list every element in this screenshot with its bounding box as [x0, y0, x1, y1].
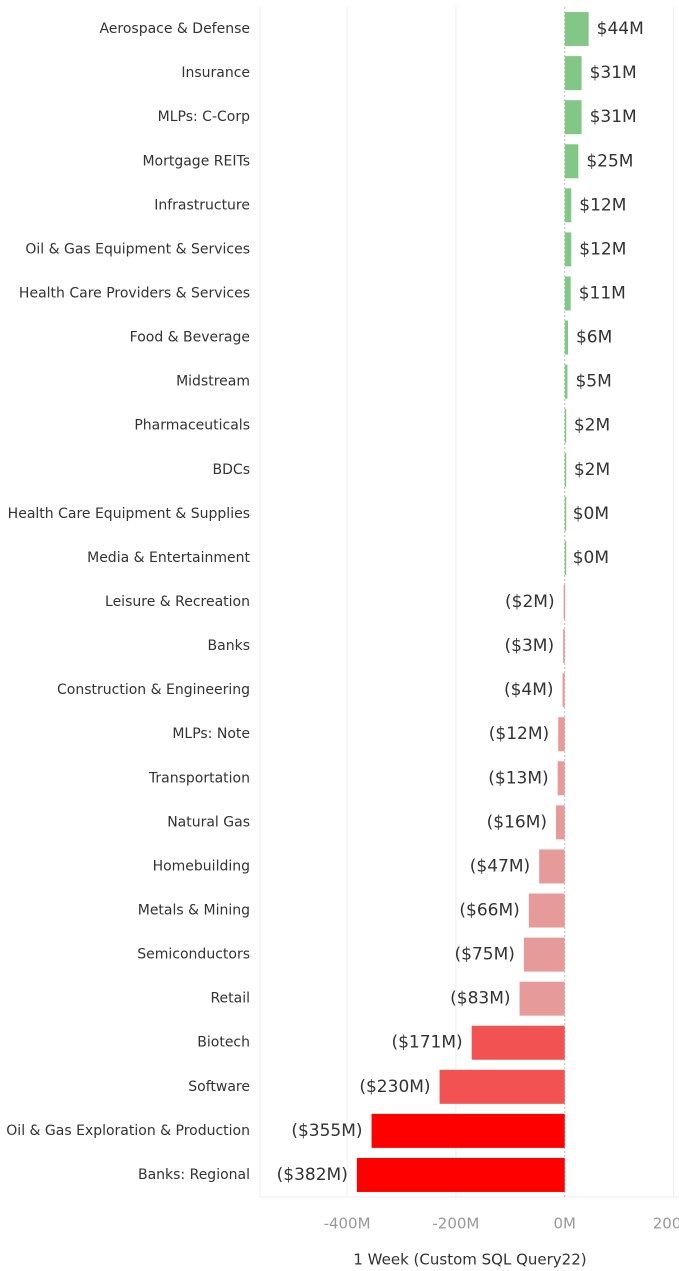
value-label: ($171M) — [391, 1033, 462, 1053]
bar — [564, 12, 589, 47]
bar — [564, 364, 568, 399]
bar — [564, 100, 582, 135]
y-tick-label: Health Care Equipment & Supplies — [8, 506, 250, 522]
bar — [519, 981, 565, 1016]
y-tick-label: Mortgage REITs — [142, 153, 250, 169]
y-tick-label: MLPs: C-Corp — [158, 109, 250, 125]
x-axis-title: 1 Week (Custom SQL Query22) — [353, 1251, 586, 1269]
value-label: ($13M) — [488, 768, 548, 788]
bar — [564, 540, 567, 575]
value-label: ($16M) — [487, 812, 547, 832]
value-label: ($3M) — [505, 636, 555, 656]
bar — [564, 452, 567, 487]
y-tick-label: Insurance — [181, 65, 250, 81]
bar — [471, 1025, 565, 1060]
bar — [564, 408, 567, 443]
y-tick-label: Natural Gas — [167, 814, 250, 830]
y-tick-label: Oil & Gas Equipment & Services — [25, 241, 250, 257]
value-label: $11M — [579, 283, 626, 303]
value-label: $44M — [597, 19, 644, 39]
value-label: ($66M) — [459, 901, 519, 921]
value-label: ($355M) — [291, 1121, 362, 1141]
x-tick-label: -400M — [324, 1215, 371, 1233]
y-tick-label: MLPs: Note — [172, 726, 250, 742]
y-tick-label: Leisure & Recreation — [105, 594, 250, 610]
bar — [523, 937, 565, 972]
y-tick-label: Media & Entertainment — [87, 550, 250, 566]
y-tick-label: Semiconductors — [137, 947, 250, 963]
value-label: $12M — [579, 195, 626, 215]
y-tick-label: Biotech — [197, 1035, 250, 1051]
bar — [564, 496, 567, 531]
bar — [557, 761, 565, 796]
y-tick-label: Banks: Regional — [138, 1167, 250, 1183]
bar — [564, 276, 571, 311]
value-label: $31M — [590, 63, 637, 83]
value-label: $6M — [576, 328, 612, 348]
bar — [556, 805, 565, 840]
value-label: ($2M) — [505, 592, 555, 612]
value-label: ($83M) — [450, 989, 510, 1009]
y-tick-label: Transportation — [148, 770, 250, 786]
x-tick-label: 200M — [653, 1215, 679, 1233]
bar — [562, 673, 565, 708]
bar — [439, 1069, 565, 1104]
value-label: ($230M) — [359, 1077, 430, 1097]
bar — [564, 56, 582, 91]
y-tick-label: Health Care Providers & Services — [19, 285, 250, 301]
value-label: $31M — [590, 107, 637, 127]
y-tick-label: Infrastructure — [154, 197, 250, 213]
value-label: ($382M) — [277, 1165, 348, 1185]
value-label: ($4M) — [504, 680, 554, 700]
bar — [528, 893, 565, 928]
y-tick-label: Midstream — [176, 374, 250, 390]
bar — [564, 188, 572, 223]
y-tick-label: Construction & Engineering — [57, 682, 250, 698]
value-label: $0M — [573, 504, 609, 524]
bar — [563, 585, 566, 619]
value-label: $0M — [573, 548, 609, 568]
y-tick-label: Metals & Mining — [138, 903, 250, 919]
value-label: ($12M) — [489, 724, 549, 744]
y-tick-label: Pharmaceuticals — [134, 418, 250, 434]
value-label: $2M — [574, 416, 610, 436]
y-tick-label: Banks — [208, 638, 250, 654]
value-label: $25M — [586, 151, 633, 171]
bar — [564, 232, 572, 267]
bar — [558, 717, 565, 752]
value-label: $12M — [579, 239, 626, 259]
y-tick-label: Aerospace & Defense — [99, 21, 250, 37]
value-label: ($47M) — [470, 856, 530, 876]
bar — [564, 144, 579, 179]
y-tick-label: Homebuilding — [153, 858, 250, 874]
bar — [356, 1157, 565, 1192]
value-label: $2M — [574, 460, 610, 480]
y-tick-label: Software — [188, 1079, 250, 1095]
x-tick-label: 0M — [553, 1215, 576, 1233]
value-label: $5M — [575, 372, 611, 392]
y-tick-label: Oil & Gas Exploration & Production — [6, 1123, 250, 1139]
bar — [371, 1113, 565, 1148]
bar — [563, 629, 565, 664]
y-tick-label: BDCs — [213, 462, 250, 478]
bar — [539, 849, 565, 884]
y-tick-label: Retail — [210, 991, 250, 1007]
y-tick-label: Food & Beverage — [130, 330, 250, 346]
bar — [564, 320, 568, 355]
value-label: ($75M) — [455, 945, 515, 965]
x-tick-label: -200M — [432, 1215, 479, 1233]
